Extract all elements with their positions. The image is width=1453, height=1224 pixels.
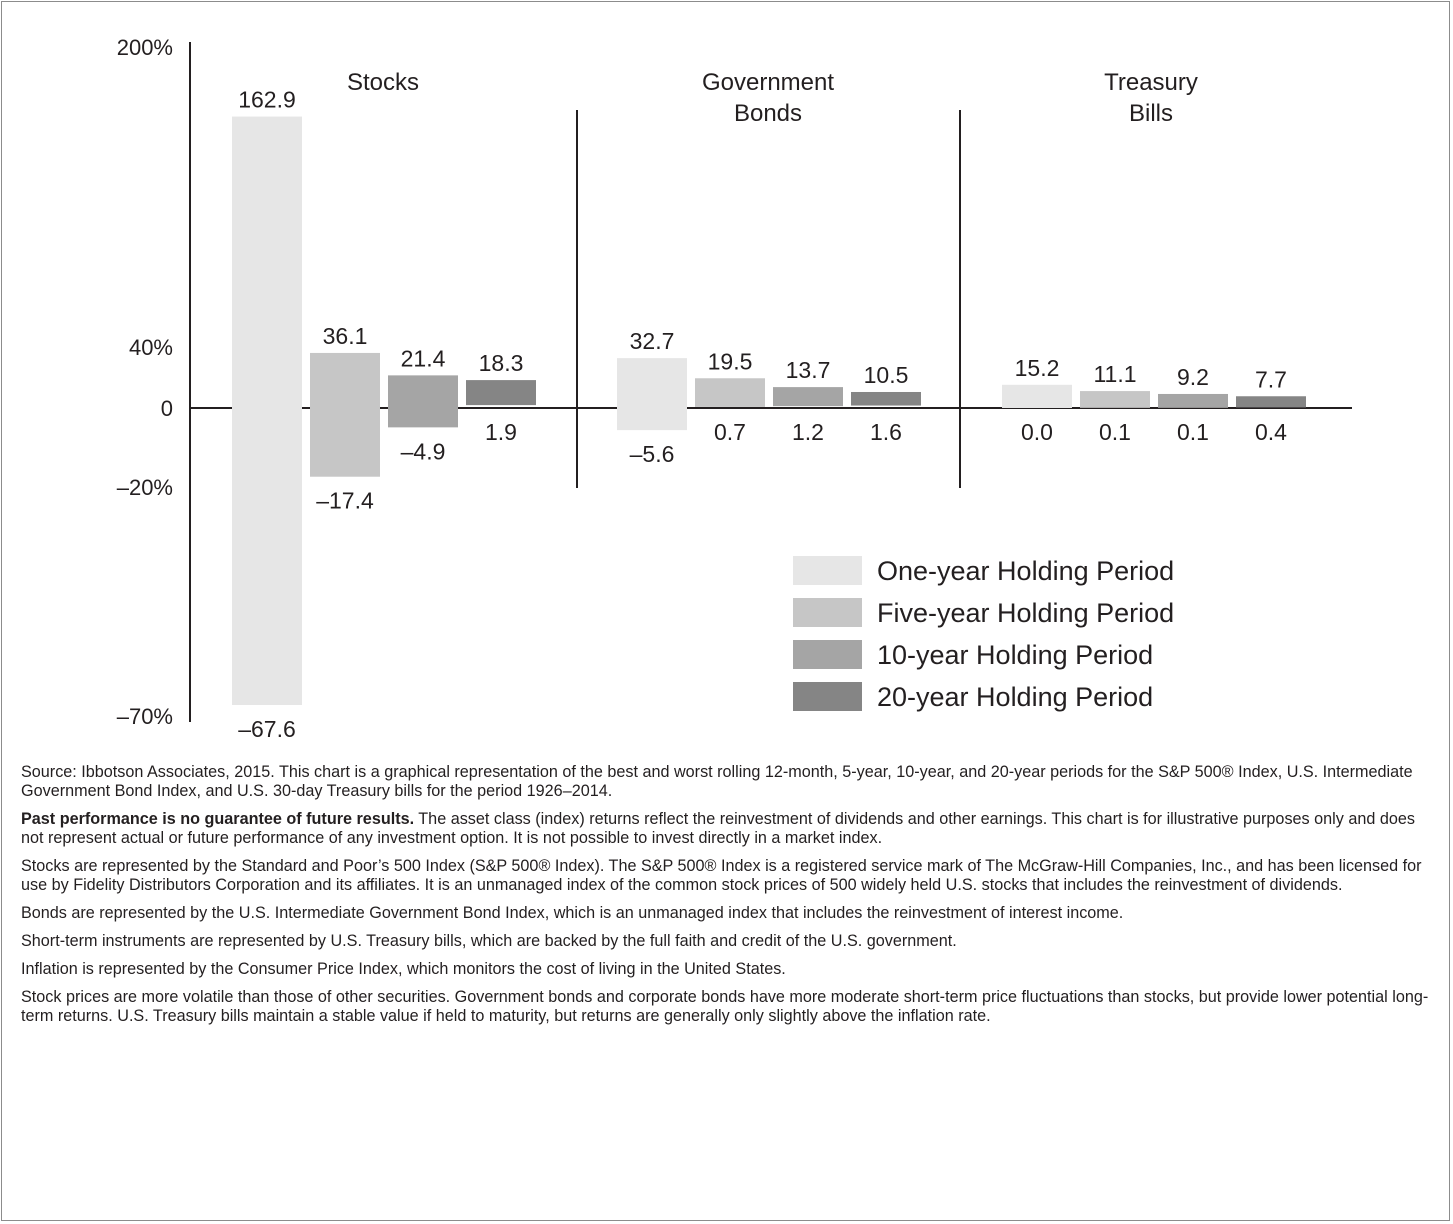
volatility-note: Stock prices are more volatile than thos…	[21, 988, 1429, 1025]
legend-swatch-1	[793, 556, 862, 585]
bar-1-2	[1080, 391, 1150, 408]
best-value-label: 21.4	[401, 345, 446, 371]
bar-1-0	[310, 352, 380, 477]
worst-value-label: –67.6	[238, 716, 296, 742]
bar-2-1	[773, 387, 843, 407]
group-title-2: Bonds	[734, 100, 802, 127]
chart-value-labels: 162.9 –67.6 32.7 –5.6 15.2 0.0 36.1 –17.4 19.5 0.…	[238, 87, 1287, 742]
group-title-3: Treasury	[1104, 69, 1198, 96]
y-tick-label: 200%	[117, 35, 173, 60]
bar-2-2	[1158, 393, 1228, 408]
legend-label-3: 10-year Holding Period	[877, 640, 1153, 670]
holding-period-returns-chart: 200% 40% 0 –20% –70% 162.9 –67.6 32.7 –5.6 15.2 0…	[117, 35, 1352, 742]
legend-swatch-2	[793, 598, 862, 627]
legend-label-4: 20-year Holding Period	[877, 682, 1153, 712]
bar-3-0	[466, 380, 536, 406]
bonds-note: Bonds are represented by the U.S. Interm…	[21, 904, 1124, 922]
best-value-label: 36.1	[323, 323, 368, 349]
group-title-3: Bills	[1129, 100, 1173, 127]
worst-value-label: 1.2	[792, 419, 824, 445]
bar-2-0	[388, 375, 458, 428]
legend-swatch-4	[793, 682, 862, 711]
best-value-label: 18.3	[479, 350, 524, 376]
bar-0-1	[617, 358, 687, 431]
worst-value-label: 0.7	[714, 419, 746, 445]
best-value-label: 162.9	[238, 87, 296, 113]
group-title-1: Stocks	[347, 69, 419, 96]
past-performance-text: The asset class (index) returns reflect …	[21, 810, 1415, 847]
best-value-label: 19.5	[708, 348, 753, 374]
best-value-label: 9.2	[1177, 364, 1209, 390]
group-title-2: Government	[702, 69, 834, 96]
source-note: Source: Ibbotson Associates, 2015. This …	[21, 763, 1413, 800]
past-performance-note: Past performance is no guarantee of futu…	[21, 810, 1433, 848]
worst-value-label: –5.6	[630, 441, 675, 467]
bar-0-2	[1002, 384, 1072, 408]
y-tick-label: –70%	[117, 704, 173, 729]
best-value-label: 32.7	[630, 328, 675, 354]
worst-value-label: 1.6	[870, 419, 902, 445]
worst-value-label: 1.9	[485, 419, 517, 445]
inflation-note: Inflation is represented by the Consumer…	[21, 960, 786, 978]
best-value-label: 7.7	[1255, 366, 1287, 392]
best-value-label: 10.5	[864, 362, 909, 388]
legend-swatch-3	[793, 640, 862, 669]
legend-label-1: One-year Holding Period	[877, 556, 1174, 586]
worst-value-label: 0.1	[1177, 419, 1209, 445]
worst-value-label: 0.4	[1255, 419, 1287, 445]
worst-value-label: –17.4	[316, 488, 374, 514]
stocks-note: Stocks are represented by the Standard a…	[21, 857, 1422, 894]
chart-group-titles: Stocks Government Bonds Treasury Bills	[347, 69, 1198, 127]
bar-3-2	[1236, 396, 1306, 408]
chart-bars	[232, 116, 1306, 706]
worst-value-label: 0.1	[1099, 419, 1131, 445]
y-tick-label: 0	[161, 396, 173, 421]
best-value-label: 15.2	[1015, 355, 1060, 381]
chart-legend: One-year Holding Period Five-year Holding…	[793, 556, 1174, 712]
y-tick-label: –20%	[117, 475, 173, 500]
chart-footnotes: Source: Ibbotson Associates, 2015. This …	[21, 763, 1433, 1035]
chart-axes: 200% 40% 0 –20% –70%	[117, 35, 1352, 729]
y-tick-label: 40%	[129, 335, 173, 360]
legend-label-2: Five-year Holding Period	[877, 598, 1174, 628]
bar-0-0	[232, 116, 302, 706]
worst-value-label: –4.9	[401, 438, 446, 464]
bar-1-1	[695, 378, 765, 407]
bar-3-1	[851, 391, 921, 406]
short-term-note: Short-term instruments are represented b…	[21, 932, 957, 950]
best-value-label: 13.7	[786, 357, 831, 383]
past-performance-disclaimer: Past performance is no guarantee of futu…	[21, 810, 415, 828]
best-value-label: 11.1	[1093, 361, 1136, 387]
worst-value-label: 0.0	[1021, 419, 1053, 445]
